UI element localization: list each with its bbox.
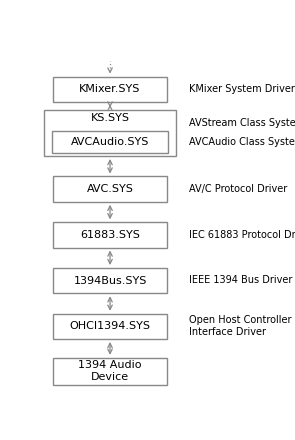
Text: 1394Bus.SYS: 1394Bus.SYS <box>73 275 147 286</box>
Bar <box>53 358 167 385</box>
Bar <box>53 222 167 248</box>
Text: Open Host Controller
Interface Driver: Open Host Controller Interface Driver <box>189 315 291 337</box>
Bar <box>53 77 167 102</box>
Text: OHCI1394.SYS: OHCI1394.SYS <box>70 321 150 331</box>
Text: AVStream Class System Driver: AVStream Class System Driver <box>189 118 295 128</box>
Text: 1394 Audio
Device: 1394 Audio Device <box>78 360 142 382</box>
Text: AVCAudio.SYS: AVCAudio.SYS <box>71 137 149 147</box>
Text: AVCAudio Class System Driver: AVCAudio Class System Driver <box>189 136 295 147</box>
Text: IEC 61883 Protocol Driver: IEC 61883 Protocol Driver <box>189 230 295 240</box>
Bar <box>52 132 168 154</box>
Text: KS.SYS: KS.SYS <box>91 113 130 123</box>
Text: AV/C Protocol Driver: AV/C Protocol Driver <box>189 184 287 194</box>
Text: KMixer.SYS: KMixer.SYS <box>79 84 141 94</box>
Bar <box>53 268 167 293</box>
Text: 61883.SYS: 61883.SYS <box>80 230 140 240</box>
Text: KMixer System Driver: KMixer System Driver <box>189 84 295 94</box>
Bar <box>53 314 167 339</box>
Bar <box>44 110 176 156</box>
Bar <box>53 176 167 202</box>
Text: AVC.SYS: AVC.SYS <box>87 184 133 194</box>
Text: IEEE 1394 Bus Driver: IEEE 1394 Bus Driver <box>189 275 292 286</box>
